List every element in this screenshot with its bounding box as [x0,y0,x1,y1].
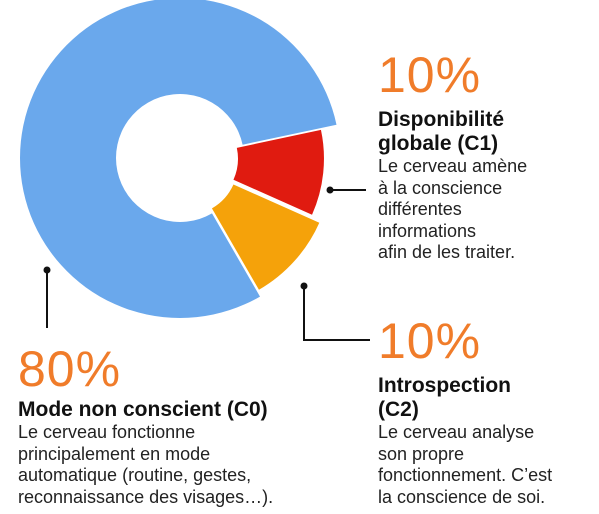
annotation-c2: 10% Introspection (C2) Le cerveau analys… [378,316,552,508]
title-line: globale (C1) [378,132,499,155]
slice-c2 [211,184,320,290]
leader-dot-c0 [43,266,51,274]
title-c2: Introspection (C2) [378,374,552,422]
title-line: Mode non conscient (C0) [18,398,268,421]
leader-lines [43,186,370,341]
description-line: automatique (routine, gestes, [18,465,252,485]
description-line: la conscience de soi. [378,486,546,507]
description-line: principalement en mode [18,443,211,464]
description-c1: Le cerveau amène à la conscience différe… [378,156,527,264]
percent-label-c0: 80% [18,341,122,397]
percent-label-c1: 10% [378,47,482,103]
description-line: Le cerveau fonctionne [18,422,196,442]
donut-slices [20,0,337,318]
annotation-c0: 80% Mode non conscient (C0) Le cerveau f… [18,344,273,508]
leader-dot-c1 [326,186,334,194]
description-line: Le cerveau amène [378,156,528,176]
description-c2: Le cerveau analyse son propre fonctionne… [378,422,552,508]
title-c0: Mode non conscient (C0) [18,398,273,422]
annotation-c1: 10% Disponibilité globale (C1) Le cervea… [378,50,527,264]
slice-c1 [233,129,324,215]
title-line: Disponibilité [378,108,504,131]
description-line: fonctionnement. C’est [378,465,553,485]
description-line: son propre [378,443,465,464]
leader-line-c2 [303,286,370,341]
leader-dot-c2 [300,282,308,290]
percent-label-c2: 10% [378,313,482,369]
description-line: Le cerveau analyse [378,422,535,442]
title-c1: Disponibilité globale (C1) [378,108,527,156]
title-line: Introspection [378,374,512,397]
description-line: informations [378,220,477,241]
slice-c0 [20,0,337,318]
description-c0: Le cerveau fonctionne principalement en … [18,422,273,508]
description-line: différentes [378,199,462,219]
description-line: afin de les traiter. [378,242,516,262]
description-line: à la conscience [378,177,503,198]
title-line: (C2) [378,398,419,421]
description-line: reconnaissance des visages…). [18,486,274,507]
